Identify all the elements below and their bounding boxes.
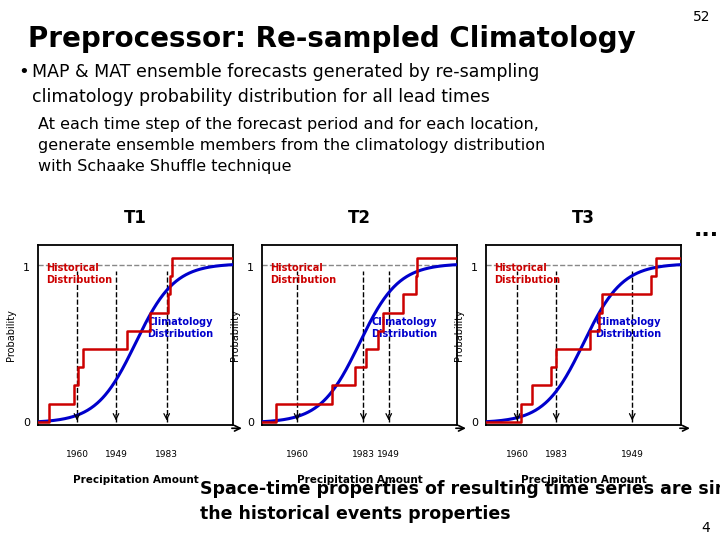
Text: 52: 52 <box>693 10 710 24</box>
Text: 1960: 1960 <box>505 450 528 459</box>
Text: 0: 0 <box>471 418 478 428</box>
Text: 1949: 1949 <box>104 450 127 459</box>
Text: 1: 1 <box>471 263 478 273</box>
Text: 1960: 1960 <box>286 450 309 459</box>
Text: Space-time properties of resulting time series are similar to
the historical eve: Space-time properties of resulting time … <box>200 480 720 523</box>
Text: Historical
Distribution: Historical Distribution <box>46 263 112 285</box>
Text: Probability: Probability <box>454 309 464 361</box>
Text: 1983: 1983 <box>156 450 179 459</box>
Text: T1: T1 <box>124 209 147 227</box>
Text: 1983: 1983 <box>545 450 567 459</box>
Text: Preprocessor: Re-sampled Climatology: Preprocessor: Re-sampled Climatology <box>28 25 636 53</box>
Text: 1949: 1949 <box>377 450 400 459</box>
Text: ...: ... <box>693 220 719 240</box>
Text: 0: 0 <box>247 418 254 428</box>
Text: •: • <box>18 63 29 81</box>
Text: Probability: Probability <box>230 309 240 361</box>
Text: 1: 1 <box>247 263 254 273</box>
Text: 1: 1 <box>23 263 30 273</box>
Text: At each time step of the forecast period and for each location,
generate ensembl: At each time step of the forecast period… <box>38 117 545 174</box>
Text: Precipitation Amount: Precipitation Amount <box>73 475 199 485</box>
Text: Precipitation Amount: Precipitation Amount <box>297 475 423 485</box>
Text: Precipitation Amount: Precipitation Amount <box>521 475 647 485</box>
Text: T3: T3 <box>572 209 595 227</box>
Text: Climatology
Distribution: Climatology Distribution <box>372 317 437 339</box>
Text: Historical
Distribution: Historical Distribution <box>270 263 336 285</box>
Text: Probability: Probability <box>6 309 16 361</box>
Text: 4: 4 <box>701 521 710 535</box>
Text: Climatology
Distribution: Climatology Distribution <box>595 317 662 339</box>
Text: 0: 0 <box>23 418 30 428</box>
Text: 1960: 1960 <box>66 450 89 459</box>
Text: Climatology
Distribution: Climatology Distribution <box>147 317 213 339</box>
Text: Historical
Distribution: Historical Distribution <box>494 263 560 285</box>
Text: 1949: 1949 <box>621 450 644 459</box>
Text: 1983: 1983 <box>352 450 375 459</box>
Text: MAP & MAT ensemble forecasts generated by re-sampling
climatology probability di: MAP & MAT ensemble forecasts generated b… <box>32 63 539 106</box>
Text: T2: T2 <box>348 209 371 227</box>
